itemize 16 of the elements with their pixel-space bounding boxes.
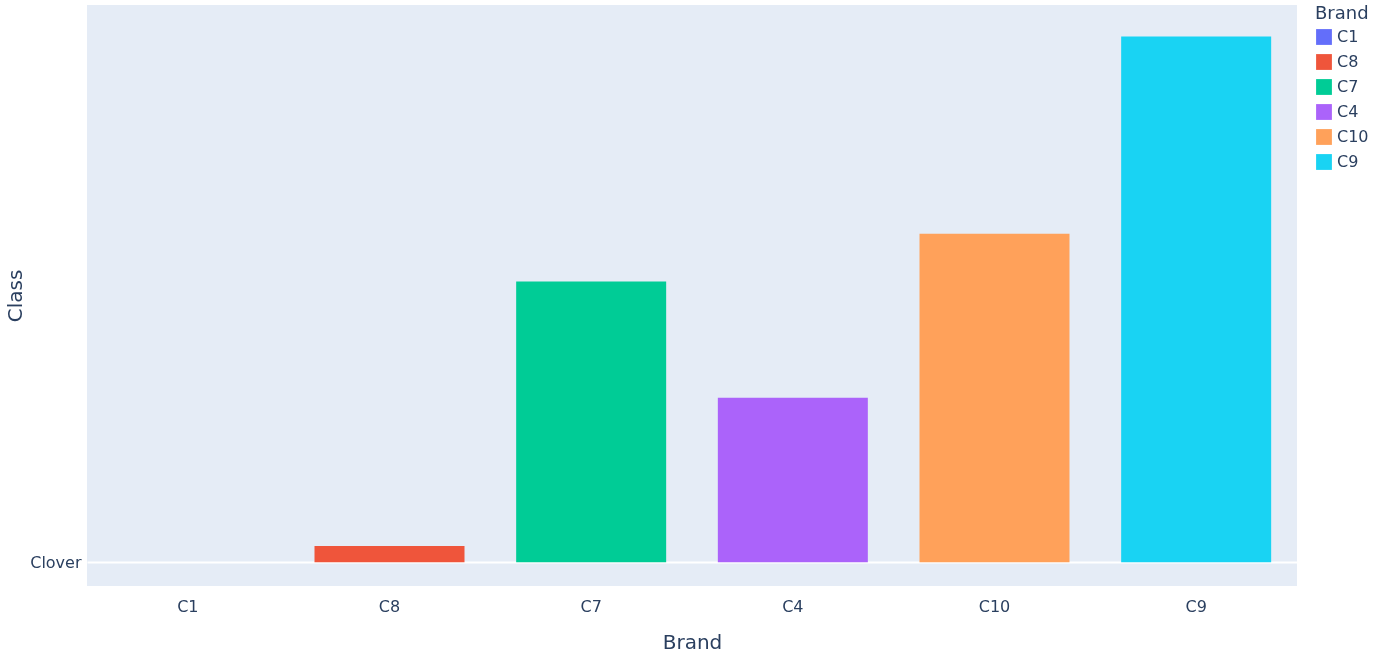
x-tick-label: C4 <box>782 596 804 616</box>
legend-label: C7 <box>1337 77 1359 96</box>
x-tick-label: C7 <box>580 596 602 616</box>
legend-title: Brand <box>1315 2 1369 23</box>
legend-label: C4 <box>1337 102 1359 121</box>
text: Clover <box>30 552 82 572</box>
x-tick-label: C9 <box>1185 596 1207 616</box>
x-tick-label: C8 <box>378 596 401 616</box>
x-axis-title: Brand <box>662 629 723 654</box>
y-axis-title: Class <box>3 269 28 323</box>
x-tick-label: C10 <box>978 596 1011 616</box>
legend-label: C1 <box>1337 27 1359 46</box>
legend-label: C8 <box>1337 52 1359 71</box>
legend-label: C10 <box>1337 127 1369 146</box>
x-tick-label: C1 <box>177 596 199 616</box>
legend-label: C9 <box>1337 152 1359 171</box>
